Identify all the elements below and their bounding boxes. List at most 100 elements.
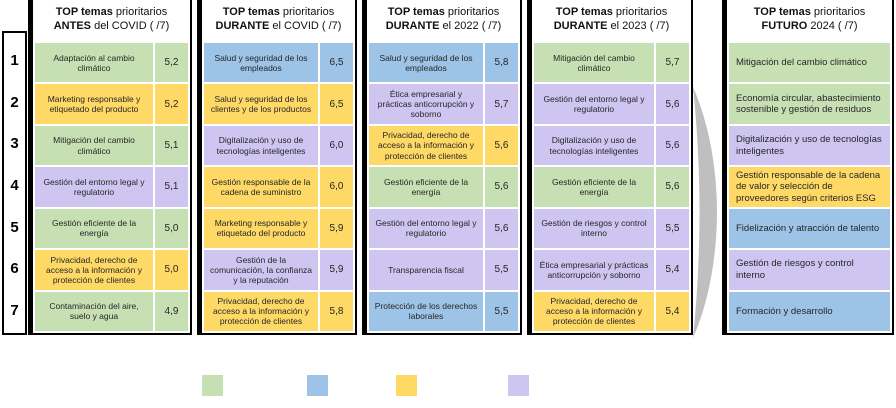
topic-cell: Marketing responsable y etiquetado del p… <box>204 208 318 249</box>
topic-row: Privacidad, derecho de acceso a la infor… <box>35 250 188 290</box>
topic-cell: Gestión del entorno legal y regulatorio <box>369 208 483 249</box>
topics-list: Adaptación al cambio climático 5,2 Marketi… <box>33 42 190 333</box>
topic-cell: Privacidad, derecho de acceso a la infor… <box>35 250 153 290</box>
color-legend <box>0 375 896 396</box>
score-cell: 5,6 <box>485 208 518 249</box>
rank-column: 1 2 3 4 5 6 7 <box>2 31 27 335</box>
score-cell: 5,9 <box>320 250 353 290</box>
topic-cell: Gestión responsable de la cadena de valo… <box>729 167 890 207</box>
topic-cell: Gestión del entorno legal y regulatorio <box>534 84 654 124</box>
topics-list: Mitigación del cambio climático Economía … <box>727 42 892 333</box>
header-line-2: DURANTE el 2023 ( /7) <box>553 20 670 32</box>
score-cell: 5,1 <box>155 167 188 207</box>
rank-number: 1 <box>10 52 19 70</box>
topic-cell: Gestión responsable de la cadena de sumi… <box>204 167 318 207</box>
topic-cell: Digitalización y uso de tecnologías inte… <box>534 125 654 166</box>
topic-row: Mitigación del cambio climático <box>729 43 890 83</box>
topic-cell: Marketing responsable y etiquetado del p… <box>35 84 153 124</box>
score-cell: 5,9 <box>320 208 353 249</box>
score-cell: 5,6 <box>656 125 689 166</box>
topic-row: Digitalización y uso de tecnologías inte… <box>729 125 890 166</box>
rank-number: 4 <box>10 177 19 195</box>
legend-swatch-green <box>202 375 223 396</box>
topic-cell: Mitigación del cambio climático <box>729 43 890 83</box>
topic-row: Transparencia fiscal 5,5 <box>369 250 518 290</box>
topic-row: Gestión responsable de la cadena de valo… <box>729 167 890 207</box>
topic-cell: Privacidad, derecho de acceso a la infor… <box>369 125 483 166</box>
score-cell: 6,0 <box>320 125 353 166</box>
header-line-1: TOP temas prioritarios <box>222 6 335 18</box>
topic-row: Ética empresarial y prácticas anticorrup… <box>369 84 518 124</box>
topic-cell: Gestión eficiente de la energía <box>35 208 153 249</box>
topic-row: Adaptación al cambio climático 5,2 <box>35 43 188 83</box>
rank-number: 3 <box>10 135 19 153</box>
header-line-2: FUTURO 2024 ( /7) <box>761 20 858 32</box>
topic-cell: Economía circular, abastecimiento sosten… <box>729 84 890 124</box>
topic-cell: Salud y seguridad de los clientes y de l… <box>204 84 318 124</box>
topic-row: Contaminación del aire, suelo y agua 4,9 <box>35 291 188 331</box>
topics-list: Salud y seguridad de los empleados 6,5 Sal… <box>202 42 355 333</box>
score-cell: 5,8 <box>485 43 518 83</box>
transition-arrow-icon <box>692 85 722 340</box>
legend-swatch-purple <box>508 375 529 396</box>
topic-row: Gestión eficiente de la energía 5,0 <box>35 208 188 249</box>
score-cell: 5,6 <box>485 167 518 207</box>
topic-row: Digitalización y uso de tecnologías inte… <box>204 125 353 166</box>
legend-swatch-yellow <box>396 375 417 396</box>
score-cell: 5,0 <box>155 208 188 249</box>
topic-row: Privacidad, derecho de acceso a la infor… <box>204 291 353 331</box>
topic-row: Privacidad, derecho de acceso a la infor… <box>534 291 689 331</box>
column-header-futuro-2024: TOP temas prioritarios FUTURO 2024 ( /7) <box>727 0 892 42</box>
topic-cell: Fidelización y atracción de talento <box>729 208 890 249</box>
header-line-1: TOP temas prioritarios <box>387 6 500 18</box>
priority-table-durante-covid: TOP temas prioritarios DURANTE el COVID … <box>197 0 357 335</box>
topic-row: Gestión del entorno legal y regulatorio 5… <box>534 84 689 124</box>
score-cell: 5,0 <box>155 250 188 290</box>
topic-row: Gestión del entorno legal y regulatorio 5… <box>369 208 518 249</box>
priority-table-antes-covid: TOP temas prioritarios ANTES del COVID (… <box>28 0 192 335</box>
topic-row: Gestión de la comunicación, la confianza… <box>204 250 353 290</box>
topic-cell: Digitalización y uso de tecnologías inte… <box>204 125 318 166</box>
topics-list: Mitigación del cambio climático 5,7 Gestió… <box>532 42 691 333</box>
score-cell: 5,5 <box>485 291 518 331</box>
topic-cell: Salud y seguridad de los empleados <box>369 43 483 83</box>
topic-cell: Ética empresarial y prácticas anticorrup… <box>369 84 483 124</box>
topics-list: Salud y seguridad de los empleados 5,8 Éti… <box>367 42 520 333</box>
header-line-1: TOP temas prioritarios <box>753 6 866 18</box>
topic-row: Salud y seguridad de los empleados 6,5 <box>204 43 353 83</box>
topic-row: Mitigación del cambio climático 5,1 <box>35 125 188 166</box>
topic-cell: Gestión de riesgos y control interno <box>729 250 890 290</box>
priority-table-futuro-2024: TOP temas prioritarios FUTURO 2024 ( /7)… <box>722 0 894 335</box>
topic-cell: Contaminación del aire, suelo y agua <box>35 291 153 331</box>
topic-cell: Adaptación al cambio climático <box>35 43 153 83</box>
topic-cell: Mitigación del cambio climático <box>534 43 654 83</box>
rank-number: 6 <box>10 260 19 278</box>
topic-cell: Digitalización y uso de tecnologías inte… <box>729 125 890 166</box>
topic-cell: Gestión eficiente de la energía <box>534 167 654 207</box>
rank-number: 2 <box>10 93 19 111</box>
topic-row: Gestión del entorno legal y regulatorio 5… <box>35 167 188 207</box>
topic-row: Ética empresarial y prácticas anticorrup… <box>534 250 689 290</box>
topic-cell: Transparencia fiscal <box>369 250 483 290</box>
topic-row: Protección de los derechos laborales 5,5 <box>369 291 518 331</box>
header-line-1: TOP temas prioritarios <box>55 6 168 18</box>
topic-cell: Ética empresarial y prácticas anticorrup… <box>534 250 654 290</box>
topic-row: Marketing responsable y etiquetado del p… <box>204 208 353 249</box>
score-cell: 6,5 <box>320 84 353 124</box>
header-line-1: TOP temas prioritarios <box>555 6 668 18</box>
header-line-2: DURANTE el 2022 ( /7) <box>385 20 502 32</box>
topic-row: Formación y desarrollo <box>729 291 890 331</box>
score-cell: 5,8 <box>320 291 353 331</box>
topic-row: Fidelización y atracción de talento <box>729 208 890 249</box>
score-cell: 5,5 <box>485 250 518 290</box>
score-cell: 5,7 <box>656 43 689 83</box>
topic-cell: Protección de los derechos laborales <box>369 291 483 331</box>
score-cell: 5,5 <box>656 208 689 249</box>
score-cell: 5,4 <box>656 291 689 331</box>
rank-number: 5 <box>10 218 19 236</box>
topic-row: Mitigación del cambio climático 5,7 <box>534 43 689 83</box>
score-cell: 5,6 <box>656 84 689 124</box>
topic-row: Digitalización y uso de tecnologías inte… <box>534 125 689 166</box>
header-line-2: ANTES del COVID ( /7) <box>53 20 170 32</box>
topic-cell: Salud y seguridad de los empleados <box>204 43 318 83</box>
